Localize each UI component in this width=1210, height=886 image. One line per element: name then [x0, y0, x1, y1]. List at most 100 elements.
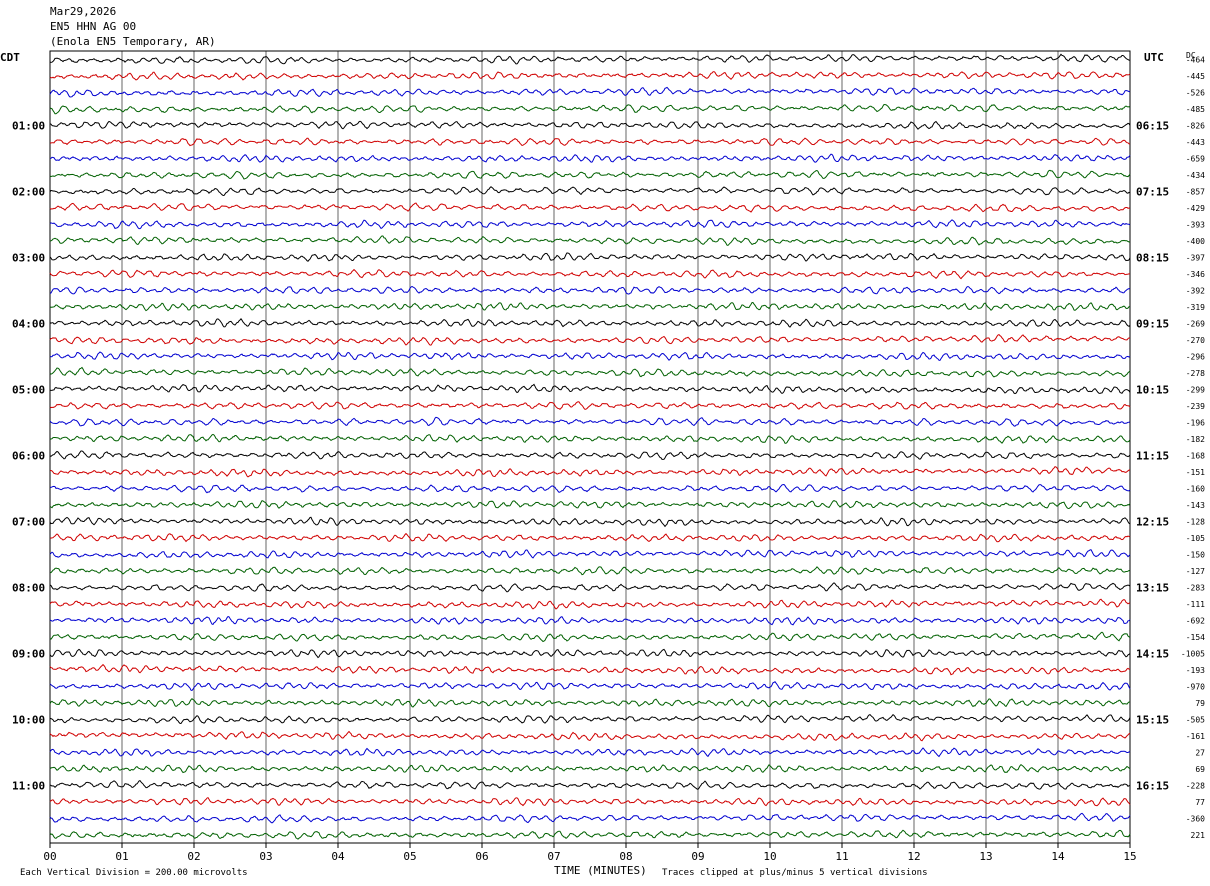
- trace-16: [49, 301, 1131, 312]
- chart-channel: EN5 HHN AG 00: [50, 20, 136, 33]
- dc-offset-6: -443: [1186, 138, 1205, 147]
- trace-32: [49, 566, 1131, 576]
- trace-41: [49, 714, 1131, 725]
- right-hour-label-6: 11:15: [1136, 449, 1169, 462]
- left-hour-label-6: 06:00: [12, 449, 45, 462]
- trace-25: [49, 450, 1131, 460]
- right-hour-label-9: 14:15: [1136, 647, 1169, 660]
- trace-7: [49, 153, 1131, 163]
- right-hour-label-4: 09:15: [1136, 317, 1169, 330]
- dc-offset-32: -127: [1186, 567, 1205, 576]
- dc-offset-34: -111: [1186, 600, 1205, 609]
- x-axis-ticks: 00 01 02 03 04 05 06 07 08 09 10 11 12 13 14 15: [43, 843, 1137, 863]
- x-tick-label-11: 11: [835, 850, 848, 863]
- trace-13: [49, 252, 1131, 262]
- dc-offset-header: DC: [1186, 51, 1196, 60]
- x-axis-title: TIME (MINUTES): [554, 864, 647, 877]
- dc-offset-7: -659: [1186, 154, 1205, 163]
- dc-offset-19: -296: [1186, 352, 1205, 361]
- trace-2: [49, 71, 1131, 81]
- left-hour-label-5: 05:00: [12, 383, 45, 396]
- dc-offset-28: -143: [1186, 501, 1205, 510]
- dc-offset-46: 77: [1195, 798, 1205, 807]
- chart-station: (Enola EN5 Temporary, AR): [50, 35, 216, 48]
- dc-offset-21: -299: [1186, 385, 1205, 394]
- trace-12: [49, 235, 1131, 246]
- trace-30: [49, 532, 1131, 543]
- trace-10: [49, 202, 1131, 213]
- dc-offset-38: -193: [1186, 666, 1205, 675]
- dc-offset-2: -445: [1186, 72, 1205, 81]
- dc-offset-25: -168: [1186, 451, 1205, 460]
- dc-offset-42: -161: [1186, 732, 1205, 741]
- x-tick-label-9: 09: [691, 850, 704, 863]
- trace-20: [49, 366, 1131, 378]
- x-tick-label-15: 15: [1123, 850, 1136, 863]
- dc-offset-41: -505: [1186, 715, 1205, 724]
- trace-19: [49, 351, 1131, 361]
- right-hour-label-3: 08:15: [1136, 251, 1169, 264]
- dc-offset-20: -278: [1186, 369, 1205, 378]
- trace-33: [49, 582, 1131, 593]
- trace-29: [49, 516, 1131, 528]
- dc-offset-45: -228: [1186, 781, 1205, 790]
- dc-offset-43: 27: [1195, 748, 1205, 757]
- trace-23: [49, 416, 1131, 427]
- trace-14: [49, 268, 1130, 280]
- x-tick-label-4: 04: [331, 850, 345, 863]
- dc-offset-31: -150: [1186, 550, 1205, 559]
- dc-offset-4: -485: [1186, 105, 1205, 114]
- dc-offset-23: -196: [1186, 418, 1205, 427]
- trace-48: [49, 829, 1131, 840]
- dc-offset-labels: -464 -445 -526 -485 -826 -443 -659 -434 -857 -429…: [1181, 55, 1205, 840]
- right-hour-label-2: 07:15: [1136, 185, 1169, 198]
- right-hour-labels: 06:15 07:15 08:15 09:15 10:15 11:15 12:15 13:15…: [1136, 119, 1169, 792]
- dc-offset-22: -239: [1186, 402, 1205, 411]
- left-hour-label-11: 11:00: [12, 779, 45, 792]
- right-hour-label-1: 06:15: [1136, 119, 1169, 132]
- trace-34: [49, 598, 1131, 610]
- dc-offset-48: 221: [1191, 831, 1206, 840]
- left-hour-label-2: 02:00: [12, 185, 45, 198]
- trace-21: [49, 383, 1131, 395]
- dc-offset-35: -692: [1186, 616, 1205, 625]
- seismic-traces: [49, 53, 1131, 840]
- x-tick-label-5: 05: [403, 850, 416, 863]
- trace-37: [49, 648, 1131, 659]
- x-tick-label-0: 00: [43, 850, 56, 863]
- trace-35: [49, 616, 1131, 626]
- trace-26: [50, 466, 1131, 478]
- trace-17: [49, 317, 1131, 328]
- left-hour-label-4: 04:00: [12, 317, 45, 330]
- dc-offset-3: -526: [1186, 88, 1205, 97]
- trace-11: [49, 219, 1131, 230]
- dc-offset-30: -105: [1186, 534, 1205, 543]
- trace-6: [50, 137, 1131, 147]
- left-hour-label-3: 03:00: [12, 251, 45, 264]
- x-tick-label-12: 12: [907, 850, 920, 863]
- x-tick-label-2: 02: [187, 850, 200, 863]
- trace-22: [49, 401, 1131, 410]
- trace-44: [49, 764, 1131, 774]
- trace-18: [49, 334, 1131, 346]
- trace-47: [49, 812, 1131, 824]
- left-timezone-label: CDT: [0, 51, 20, 64]
- dc-offset-15: -392: [1186, 286, 1205, 295]
- x-tick-label-6: 06: [475, 850, 488, 863]
- trace-45: [49, 779, 1131, 790]
- clip-note: Traces clipped at plus/minus 5 vertical …: [662, 868, 928, 878]
- dc-offset-9: -857: [1186, 187, 1205, 196]
- dc-offset-11: -393: [1186, 220, 1205, 229]
- dc-offset-27: -160: [1186, 484, 1205, 493]
- dc-offset-16: -319: [1186, 303, 1205, 312]
- x-tick-label-14: 14: [1051, 850, 1065, 863]
- trace-28: [49, 500, 1131, 510]
- right-hour-label-8: 13:15: [1136, 581, 1169, 594]
- dc-offset-29: -128: [1186, 517, 1205, 526]
- dc-offset-18: -270: [1186, 336, 1205, 345]
- trace-15: [49, 285, 1131, 295]
- trace-42: [49, 730, 1131, 742]
- left-hour-label-7: 07:00: [12, 515, 45, 528]
- right-hour-label-10: 15:15: [1136, 713, 1169, 726]
- x-tick-label-8: 08: [619, 850, 632, 863]
